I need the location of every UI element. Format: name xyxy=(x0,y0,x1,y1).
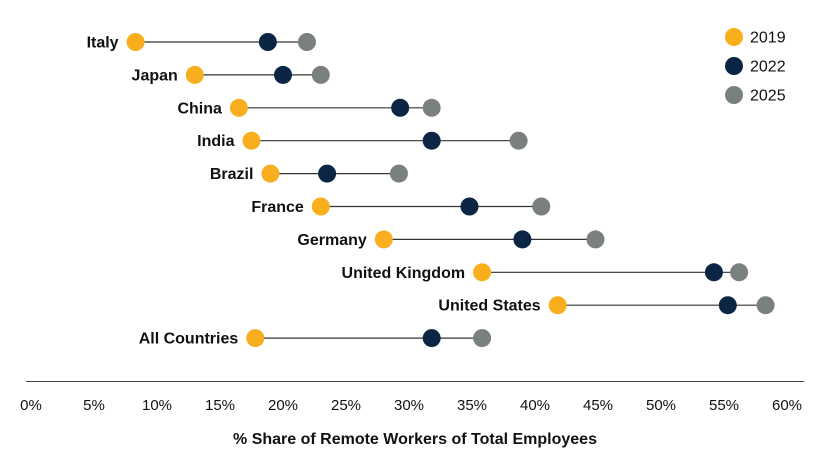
dot-2025 xyxy=(756,296,775,315)
dot-2022 xyxy=(422,329,441,348)
dot-2019 xyxy=(261,164,280,183)
dot-2019 xyxy=(374,230,393,249)
country-label: Japan xyxy=(132,67,178,84)
dot-2022 xyxy=(704,263,723,282)
country-label: China xyxy=(177,100,222,117)
row-all-countries: All Countries xyxy=(139,329,492,348)
dot-2022 xyxy=(274,65,292,84)
x-tick-label: 45% xyxy=(583,397,613,414)
dot-2025 xyxy=(389,164,408,183)
legend-label: 2025 xyxy=(750,88,786,105)
country-label: Italy xyxy=(87,35,119,52)
chart-rows: Italy Japan China India Brazil France Germany U… xyxy=(87,33,775,348)
dot-2022 xyxy=(460,197,479,216)
row-china: China xyxy=(177,98,441,117)
x-tick-label: 0% xyxy=(20,397,42,414)
x-tick-label: 35% xyxy=(457,397,487,414)
country-label: Brazil xyxy=(210,166,254,183)
x-tick-label: 15% xyxy=(205,397,235,414)
country-label: United Kingdom xyxy=(342,265,466,282)
legend-swatch xyxy=(725,57,743,75)
x-tick-label: 5% xyxy=(83,397,105,414)
x-tick-label: 50% xyxy=(646,397,676,414)
dot-2019 xyxy=(242,131,261,150)
dot-2022 xyxy=(718,296,737,315)
dot-2025 xyxy=(297,33,316,51)
dot-2019 xyxy=(185,65,204,84)
row-united-kingdom: United Kingdom xyxy=(342,263,749,282)
x-tick-label: 40% xyxy=(520,397,550,414)
dot-2019 xyxy=(311,197,330,216)
legend-swatch xyxy=(725,28,743,46)
legend: 2019 2022 2025 xyxy=(725,28,786,105)
legend-item-2019: 2019 xyxy=(725,28,786,47)
country-label: India xyxy=(197,133,234,150)
dot-2025 xyxy=(422,98,441,117)
dot-2025 xyxy=(509,131,528,150)
row-italy: Italy xyxy=(87,33,316,52)
legend-label: 2019 xyxy=(750,30,786,47)
country-label: United States xyxy=(438,298,540,315)
country-label: All Countries xyxy=(139,331,239,348)
dot-2022 xyxy=(391,98,410,117)
x-tick-label: 20% xyxy=(268,397,298,414)
row-japan: Japan xyxy=(132,65,330,84)
dot-2025 xyxy=(473,329,492,348)
dot-2025 xyxy=(730,263,749,282)
x-axis-title: % Share of Remote Workers of Total Emplo… xyxy=(233,431,597,448)
x-tick-label: 30% xyxy=(394,397,424,414)
row-brazil: Brazil xyxy=(210,164,408,183)
row-india: India xyxy=(197,131,528,150)
dot-2022 xyxy=(318,164,337,183)
dot-2025 xyxy=(311,65,330,84)
x-tick-label: 10% xyxy=(142,397,172,414)
row-united-states: United States xyxy=(438,296,775,315)
dot-2022 xyxy=(422,131,441,150)
dot-2019 xyxy=(229,98,248,117)
dot-2019 xyxy=(473,263,492,282)
x-tick-label: 25% xyxy=(331,397,361,414)
dot-2019 xyxy=(126,33,145,51)
x-axis-ticks: 0% 5% 10% 15% 20% 25% 30% 35% 40% 45% 50% 55% 60% xyxy=(20,397,802,414)
dot-2025 xyxy=(586,230,605,249)
dot-2019 xyxy=(246,329,265,348)
dot-2025 xyxy=(532,197,551,216)
country-label: Germany xyxy=(297,232,366,249)
x-tick-label: 60% xyxy=(772,397,802,414)
dot-2019 xyxy=(548,296,567,315)
row-germany: Germany xyxy=(297,230,605,249)
x-tick-label: 55% xyxy=(709,397,739,414)
dot-2022 xyxy=(258,33,277,51)
legend-label: 2022 xyxy=(750,59,786,76)
dot-2022 xyxy=(513,230,532,249)
row-france: France xyxy=(251,197,551,216)
legend-item-2025: 2025 xyxy=(725,86,786,105)
legend-swatch xyxy=(725,86,743,104)
country-label: France xyxy=(251,199,304,216)
legend-item-2022: 2022 xyxy=(725,57,786,76)
